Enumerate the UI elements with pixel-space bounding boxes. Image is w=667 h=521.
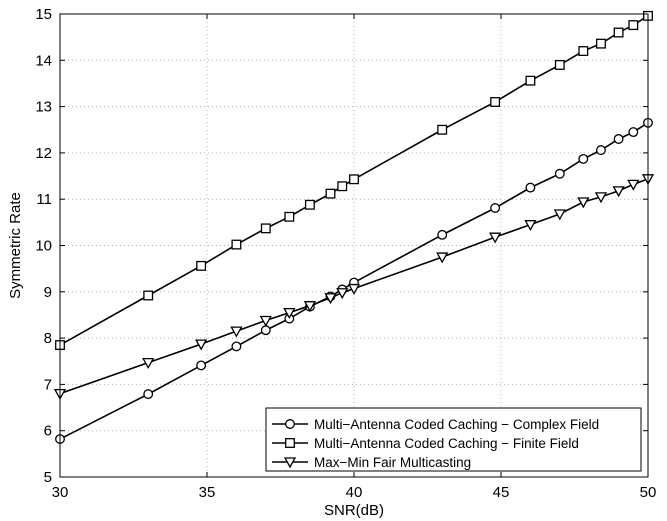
square-marker	[143, 290, 154, 301]
y-tick-label: 6	[44, 423, 52, 440]
circle-marker	[196, 360, 207, 371]
legend-label: Multi−Antenna Coded Caching − Complex Fi…	[314, 417, 599, 432]
x-axis-label: SNR(dB)	[324, 502, 384, 519]
circle-marker	[525, 182, 536, 193]
square-marker	[596, 38, 606, 49]
y-tick-label: 8	[44, 330, 52, 347]
square-marker	[260, 223, 271, 234]
triangle-marker	[612, 186, 625, 198]
legend: Multi−Antenna Coded Caching − Complex Fi…	[265, 407, 642, 472]
triangle-marker	[142, 357, 155, 369]
circle-marker	[260, 325, 271, 336]
x-tick-label: 45	[493, 484, 510, 501]
y-tick-label: 7	[44, 376, 52, 393]
triangle-marker	[259, 315, 272, 327]
triangle-marker	[336, 288, 349, 300]
circle-marker	[554, 168, 565, 179]
data-series	[53, 10, 655, 444]
x-tick-label: 50	[640, 484, 657, 501]
circle-marker	[596, 145, 606, 156]
square-marker	[196, 260, 207, 271]
triangle-marker	[347, 283, 361, 295]
circle-marker	[613, 134, 624, 144]
legend-label: Max−Min Fair Multicasting	[314, 455, 471, 470]
square-marker	[525, 75, 536, 86]
triangle-marker	[324, 293, 337, 305]
legend-label: Multi−Antenna Coded Caching − Finite Fie…	[314, 436, 579, 451]
y-tick-label: 13	[35, 99, 52, 116]
triangle-marker	[627, 179, 640, 191]
triangle-marker	[283, 457, 297, 469]
triangle-marker	[195, 339, 208, 351]
y-tick-label: 10	[35, 238, 52, 255]
square-marker	[304, 199, 315, 210]
square-marker	[285, 438, 295, 448]
triangle-marker	[553, 209, 566, 221]
circle-marker	[231, 341, 242, 352]
square-marker	[231, 239, 242, 250]
square-marker	[437, 124, 448, 135]
y-tick-label: 14	[35, 52, 52, 69]
circle-marker	[285, 419, 295, 429]
circle-marker	[490, 203, 501, 213]
square-marker	[284, 211, 295, 222]
y-tick-label: 15	[35, 6, 52, 23]
triangle-marker	[436, 252, 449, 264]
x-tick-label: 35	[199, 484, 216, 501]
square-marker	[578, 46, 589, 56]
triangle-marker	[524, 220, 537, 232]
y-tick-label: 11	[36, 191, 52, 208]
circle-marker	[628, 127, 639, 138]
y-axis-label: Symmetric Rate	[7, 192, 24, 299]
legend-box	[265, 407, 642, 472]
square-marker	[325, 188, 336, 199]
x-tick-label: 40	[346, 484, 363, 501]
square-marker	[337, 181, 348, 192]
square-marker	[628, 20, 639, 31]
circle-marker	[578, 153, 589, 164]
triangle-marker	[594, 192, 608, 204]
square-marker	[349, 174, 359, 185]
triangle-marker	[489, 232, 502, 244]
square-marker	[490, 97, 501, 107]
y-tick-label: 9	[44, 284, 52, 301]
y-tick-label: 12	[35, 145, 52, 162]
triangle-marker	[303, 301, 317, 313]
circle-marker	[437, 229, 448, 240]
x-tick-label: 30	[52, 484, 69, 501]
square-marker	[554, 59, 565, 70]
triangle-marker	[230, 326, 243, 338]
y-tick-label: 5	[44, 469, 52, 486]
circle-marker	[143, 389, 154, 400]
axis-ticks: 30 35 40 45 50 5 6 7 8 9 10 11 12 13 14 15	[35, 6, 656, 501]
triangle-marker	[283, 307, 296, 319]
triangle-marker	[577, 197, 590, 209]
square-marker	[613, 27, 624, 38]
